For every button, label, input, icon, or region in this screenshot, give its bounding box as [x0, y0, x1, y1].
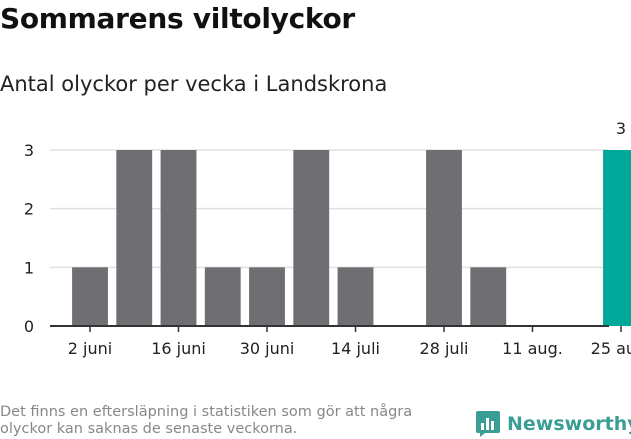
- newsworthy-logo-icon: [476, 411, 500, 437]
- axes: 0 1 2 3 2 juni 16 juni 30 juni 14 juli 28 juli 11…: [24, 141, 631, 358]
- y-tick-label: 2: [24, 200, 34, 219]
- x-tick-label: 30 juni: [240, 339, 295, 358]
- bar: [337, 267, 374, 326]
- y-tick-label: 0: [24, 317, 34, 336]
- y-tick-label: 3: [24, 141, 34, 160]
- bar: [293, 150, 330, 326]
- bars: 3: [72, 119, 631, 326]
- bar: [160, 150, 197, 326]
- chart-title: Sommarens viltolyckor: [0, 2, 355, 35]
- bar-chart: 3 0 1 2 3 2 juni 16 juni 30 juni 14 juli 28 juli…: [24, 119, 631, 358]
- x-tick-label: 2 juni: [68, 339, 112, 358]
- bar: [116, 150, 153, 326]
- y-tick-label: 1: [24, 258, 34, 277]
- bar: [249, 267, 285, 326]
- brand-name: Newsworthy: [507, 413, 631, 435]
- bar: [426, 150, 462, 326]
- chart-subtitle: Antal olyckor per vecka i Landskrona: [0, 72, 388, 96]
- bar: [72, 267, 108, 326]
- x-tick-label: 14 juli: [331, 339, 380, 358]
- bar: [603, 150, 631, 326]
- x-tick-label: 16 juni: [151, 339, 206, 358]
- brand-logo: Newsworthy: [475, 409, 631, 439]
- x-tick-label: 11 aug.: [502, 339, 563, 358]
- footnote: Det finns en eftersläpning i statistiken…: [0, 404, 413, 437]
- bar: [204, 267, 241, 326]
- x-tick-label: 28 juli: [420, 339, 469, 358]
- x-tick-label: 25 aug.: [591, 339, 631, 358]
- bar-value-label: 3: [616, 119, 626, 138]
- bar: [470, 267, 507, 326]
